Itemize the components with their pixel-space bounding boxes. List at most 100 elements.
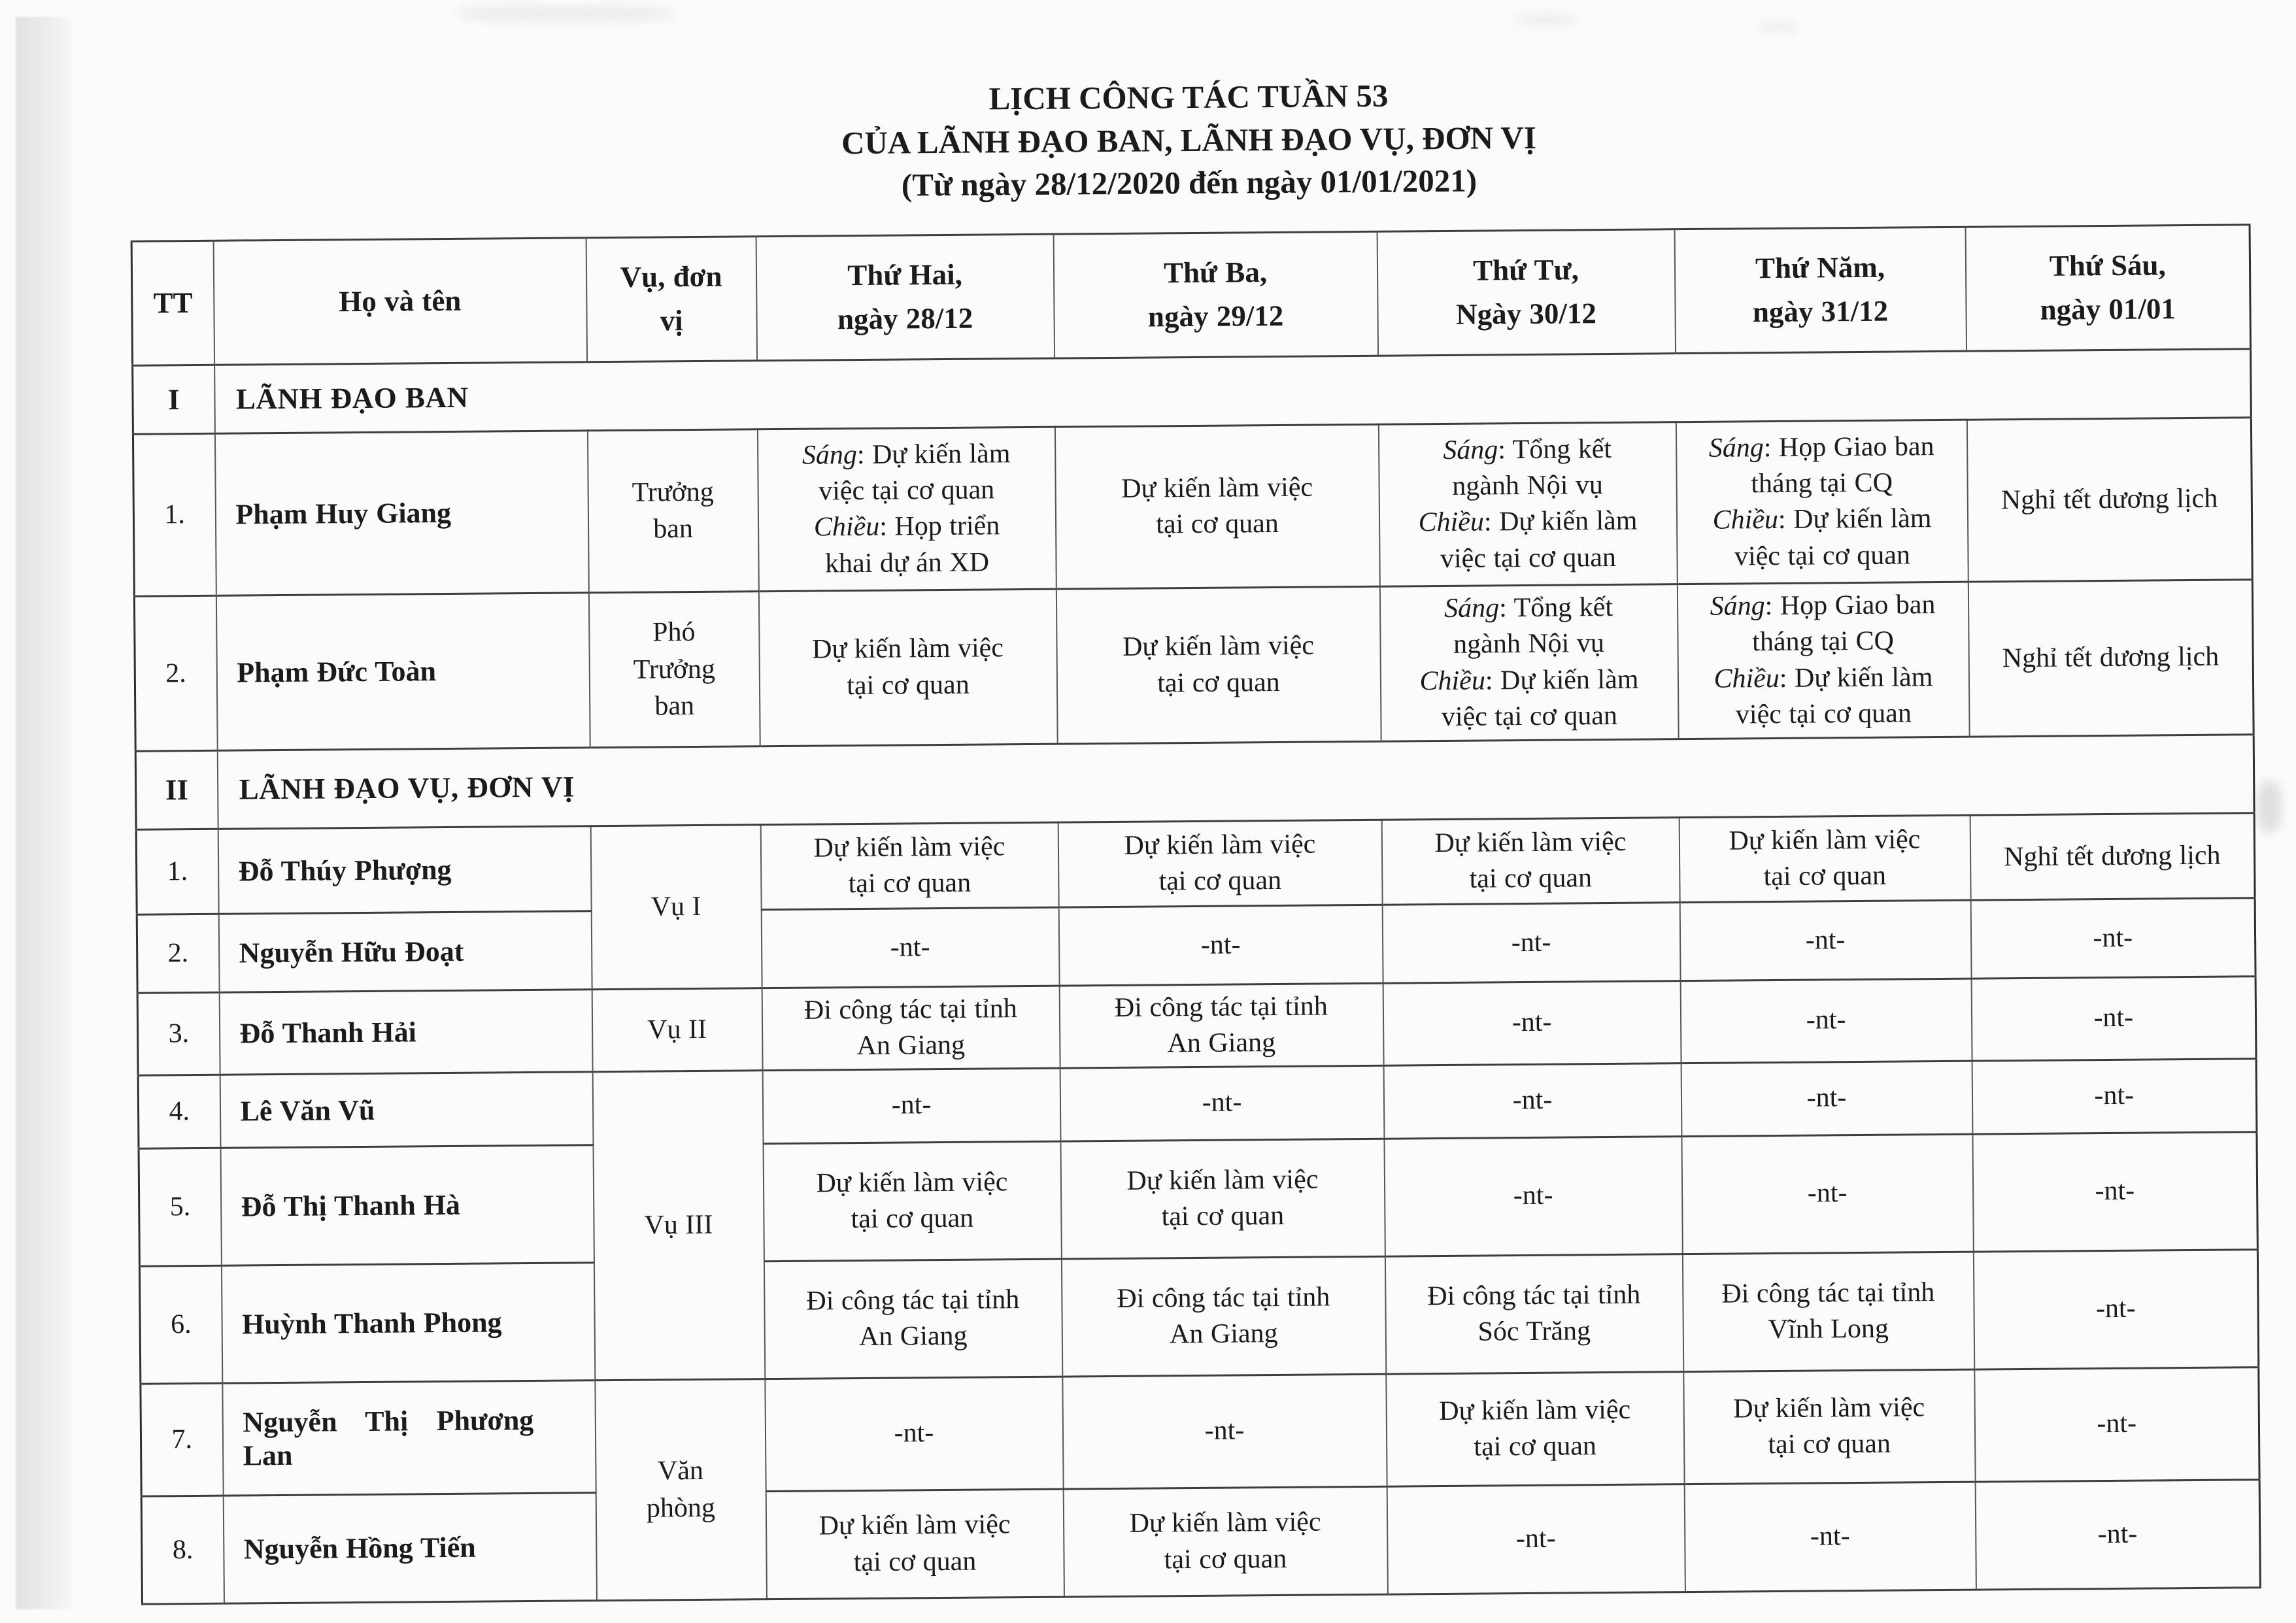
day-cell: Sáng: Dự kiến làm việc tại cơ quan Chiều:… <box>757 427 1056 592</box>
day-text: Dự kiến làm việc tại cơ quan <box>811 633 1004 701</box>
day-cell: -nt- <box>1973 1249 2259 1369</box>
header-name: Họ và tên <box>213 237 587 365</box>
header-tt: TT <box>131 241 214 366</box>
day-text: -nt- <box>2094 1080 2135 1111</box>
tt-cell: 1. <box>133 433 216 597</box>
day-text: -nt- <box>1200 929 1241 960</box>
day-cell: -nt- <box>1383 980 1681 1065</box>
person-name: Nguyễn Hồng Tiến <box>243 1531 476 1565</box>
day-text: Dự kiến làm việc tại cơ quan <box>813 831 1005 899</box>
day-cell: -nt- <box>1972 1058 2257 1134</box>
name-cell: Phạm Huy Giang <box>214 430 589 596</box>
day-cell: Dự kiến làm việc tại cơ quan <box>1679 814 1971 903</box>
day-text: -nt- <box>2095 1294 2136 1324</box>
day-text: -nt- <box>1512 1085 1553 1116</box>
day-cell: -nt- <box>1974 1367 2260 1482</box>
day-text: Đi công tác tại tỉnh Sóc Trăng <box>1427 1279 1641 1347</box>
unit-cell: Trưởng ban <box>587 429 759 593</box>
day-text: Nghỉ tết dương lịch <box>2001 483 2218 516</box>
day-morning-text: Sáng: Tổng kết ngành Nội vụ <box>1443 592 1613 660</box>
day-afternoon-text: Chiều: Dự kiến làm việc tại cơ quan <box>1419 664 1639 733</box>
tt-cell: 3. <box>137 992 220 1075</box>
day-cell: Dự kiến làm việc tại cơ quan <box>1055 424 1380 590</box>
day-text: Dự kiến làm việc tại cơ quan <box>1439 1394 1631 1462</box>
day-text: Đi công tác tại tỉnh Vĩnh Long <box>1721 1277 1935 1345</box>
schedule-table-body: I LÃNH ĐẠO BAN 1. Phạm Huy Giang Trưởng ban S… <box>132 348 2261 1604</box>
tt-cell: 5. <box>139 1147 222 1266</box>
day-text: -nt- <box>1806 1005 1846 1036</box>
day-cell: -nt- <box>1383 1063 1681 1139</box>
section-index-cell: II <box>135 750 218 829</box>
day-cell: Dự kiến làm việc tại cơ quan <box>1056 586 1381 744</box>
scan-artifact-strip <box>16 17 71 1609</box>
unit-cell: Vụ II <box>592 988 763 1072</box>
day-cell: -nt- <box>1387 1484 1685 1594</box>
day-text: -nt- <box>2095 1176 2135 1207</box>
day-cell: Sáng: Tổng kết ngành Nội vụ Chiều: Dự kiế… <box>1379 584 1679 741</box>
day-text: -nt- <box>894 1418 934 1449</box>
day-morning-text: Sáng: Họp Giao ban tháng tại CQ <box>1708 431 1934 499</box>
day-cell: Sáng: Họp Giao ban tháng tại CQ Chiều: Dự… <box>1676 420 1968 584</box>
table-row: 8. Nguyễn Hồng Tiến Dự kiến làm việc tại c… <box>141 1479 2261 1604</box>
day-cell: Dự kiến làm việc tại cơ quan <box>1063 1486 1388 1597</box>
name-cell: Lê Văn Vũ <box>220 1071 594 1148</box>
day-cell: Đi công tác tại tỉnh An Giang <box>764 1258 1062 1379</box>
unit-cell: Vụ I <box>590 824 762 990</box>
scan-smudge <box>1517 14 1576 25</box>
name-cell: Đỗ Thúy Phượng <box>218 826 592 914</box>
day-cell: Đi công tác tại tỉnh An Giang <box>1059 982 1384 1068</box>
day-cell: -nt- <box>1062 1373 1387 1489</box>
header-unit: Vụ, đơn vị <box>586 236 757 362</box>
day-cell: -nt- <box>1058 904 1383 986</box>
tt-cell: 8. <box>141 1495 224 1604</box>
day-cell: Dự kiến làm việc tại cơ quan <box>1385 1371 1685 1486</box>
day-cell: Dự kiến làm việc tại cơ quan <box>1381 817 1680 905</box>
tt-cell: 6. <box>139 1265 222 1384</box>
day-text: -nt- <box>1807 1178 1848 1209</box>
name-cell: Phạm Đức Toàn <box>216 592 590 750</box>
person-name: Phạm Huy Giang <box>235 496 452 531</box>
unit-cell: Văn phòng <box>594 1379 767 1601</box>
day-cell: Sáng: Tổng kết ngành Nội vụ Chiều: Dự kiế… <box>1378 422 1678 587</box>
day-text: Đi công tác tại tỉnh An Giang <box>803 993 1018 1062</box>
table-row: 5. Đỗ Thị Thanh Hà Dự kiến làm việc tại cơ… <box>139 1131 2258 1266</box>
name-cell: Đỗ Thị Thanh Hà <box>220 1145 594 1265</box>
day-cell: -nt- <box>1975 1479 2261 1590</box>
day-cell: Đi công tác tại tỉnh An Giang <box>1061 1256 1386 1377</box>
day-text: Đi công tác tại tỉnh An Giang <box>806 1284 1020 1352</box>
header-day-monday: Thứ Hai, ngày 28/12 <box>756 234 1055 361</box>
day-text: Dự kiến làm việc tại cơ quan <box>819 1509 1011 1577</box>
tt-cell: 7. <box>140 1382 224 1496</box>
day-text: -nt- <box>1202 1087 1242 1118</box>
name-cell: Nguyễn Hữu Đoạt <box>218 911 592 992</box>
day-cell: -nt- <box>762 1067 1060 1144</box>
table-row: 3. Đỗ Thanh Hải Vụ II Đi công tác tại tỉnh … <box>137 976 2257 1075</box>
table-row: 1. Phạm Huy Giang Trưởng ban Sáng: Dự kiến … <box>133 417 2253 597</box>
day-morning-text: Sáng: Họp Giao ban tháng tại CQ <box>1710 590 1936 658</box>
scan-smudge <box>458 5 673 22</box>
day-morning-text: Sáng: Dự kiến làm việc tại cơ quan <box>802 438 1011 507</box>
day-text: -nt- <box>1204 1415 1245 1447</box>
schedule-table: TT Họ và tên Vụ, đơn vị Thứ Hai, ngày 28… <box>130 224 2261 1605</box>
day-cell: Đi công tác tại tỉnh Vĩnh Long <box>1682 1251 1974 1372</box>
table-row: 7. Nguyễn Thị Phương Lan Văn phòng -nt- -nt-… <box>140 1367 2260 1601</box>
name-cell: Nguyễn Thị Phương Lan <box>222 1380 596 1496</box>
person-name: Huỳnh Thanh Phong <box>241 1305 502 1341</box>
day-text: Dự kiến làm việc tại cơ quan <box>1129 1507 1321 1575</box>
day-text: Dự kiến làm việc tại cơ quan <box>1121 472 1313 540</box>
day-cell: -nt- <box>1972 1131 2258 1252</box>
day-cell: Đi công tác tại tỉnh Sóc Trăng <box>1385 1254 1683 1374</box>
day-text: Dự kiến làm việc tại cơ quan <box>1434 826 1627 894</box>
day-text: Nghỉ tết dương lịch <box>2003 840 2221 872</box>
person-name: Phạm Đức Toàn <box>237 655 437 689</box>
unit-cell: Phó Trưởng ban <box>588 591 760 748</box>
person-name: Đỗ Thị Thanh Hà <box>241 1188 461 1223</box>
day-cell: -nt- <box>1681 1060 1972 1137</box>
day-text: Dự kiến làm việc tại cơ quan <box>1729 824 1921 892</box>
day-cell: Dự kiến làm việc tại cơ quan <box>766 1488 1064 1599</box>
day-cell: -nt- <box>1971 976 2257 1061</box>
day-text: Dự kiến làm việc tại cơ quan <box>1124 829 1316 897</box>
day-afternoon-text: Chiều: Họp triển khai dự án XD <box>813 510 1000 579</box>
day-cell: -nt- <box>1681 1133 1974 1254</box>
day-cell: Dự kiến làm việc tại cơ quan <box>762 1141 1062 1262</box>
